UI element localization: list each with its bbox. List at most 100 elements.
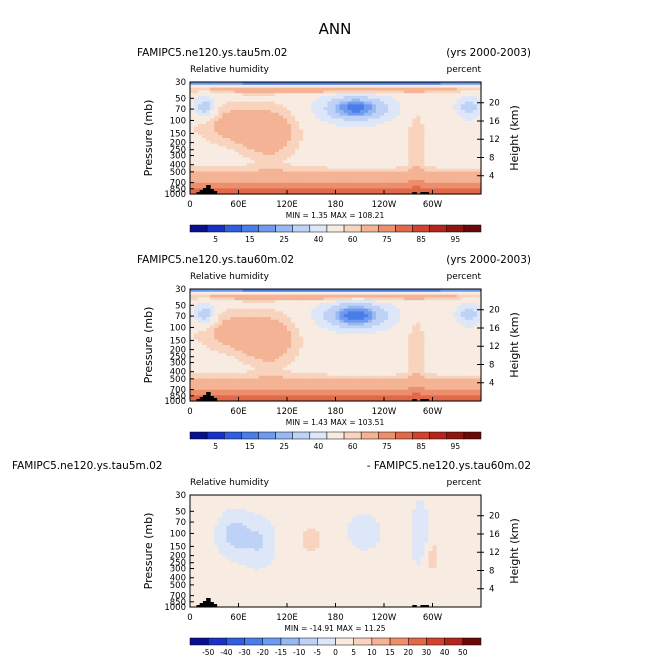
field-cell [468,146,474,150]
field-cell [412,140,417,145]
field-cell [367,90,373,94]
field-cell [266,305,272,310]
field-cell [234,90,240,94]
field-cell [448,149,454,153]
field-cell [416,294,421,298]
field-cell [388,146,393,150]
field-cell [476,135,482,139]
field-cell [315,132,320,136]
field-cell [375,314,381,318]
field-cell [379,291,385,296]
field-cell [347,177,353,181]
field-cell [282,140,288,145]
field-cell [444,168,450,173]
field-cell [270,101,276,105]
field-cell [396,322,401,326]
field-cell [367,294,373,298]
field-cell [218,168,223,173]
field-cell [242,121,248,125]
field-cell [347,331,353,335]
field-cell [242,188,248,192]
pressure-tick-label: 100 [170,116,186,126]
field-cell [343,110,349,114]
field-cell [444,317,450,321]
field-cell [424,171,430,175]
topography-block [206,185,211,194]
field-cell [270,305,276,310]
field-cell [452,174,458,178]
field-cell [359,314,365,318]
field-cell [416,98,421,103]
field-cell [303,303,308,307]
field-cell [238,96,244,100]
field-cell [444,101,450,105]
field-cell [420,98,426,103]
field-cell [428,115,434,119]
field-cell [432,160,438,164]
field-cell [234,163,240,167]
field-cell [440,101,446,105]
field-cell [400,118,405,122]
field-cell [287,104,292,108]
field-cell [234,166,240,170]
field-cell [363,152,369,156]
field-cell [202,101,207,105]
field-cell [266,160,272,164]
field-cell [250,107,256,111]
field-cell [448,121,454,125]
field-cell [351,90,357,94]
field-cell [190,82,195,86]
field-cell [270,107,276,111]
colorbar-label: 40 [314,235,324,244]
field-cell [472,314,478,318]
field-cell [299,177,304,181]
field-cell [468,160,474,164]
field-cell [388,115,393,119]
field-cell [384,319,389,324]
field-cell [375,152,381,156]
field-cell [282,305,288,310]
field-cell [436,182,442,187]
field-cell [315,84,320,89]
field-cell [359,157,365,161]
field-cell [388,308,393,312]
field-cell [202,146,207,150]
field-cell [250,303,256,307]
field-cell [274,328,280,332]
field-cell [210,138,215,142]
field-cell [404,314,409,318]
field-cell [230,185,236,189]
field-cell [206,325,211,329]
field-cell [408,311,413,315]
field-cell [359,90,365,94]
field-cell [250,93,256,97]
field-cell [254,163,260,167]
field-cell [327,168,333,173]
field-cell [363,177,369,181]
field-cell [412,152,417,156]
field-cell [303,124,308,128]
field-cell [412,180,417,184]
field-cell [303,138,308,142]
height-tick-label: 4 [489,172,494,182]
field-cell [440,140,446,145]
field-cell [375,317,381,321]
field-cell [303,82,308,86]
field-cell [347,101,353,105]
field-cell [440,291,446,296]
field-cell [343,121,349,125]
field-cell [331,135,337,139]
field-cell [432,126,438,131]
field-cell [323,308,329,312]
field-cell [206,82,211,86]
field-cell [278,101,284,105]
field-cell [408,112,413,117]
field-cell [295,331,300,335]
field-cell [262,98,268,103]
field-cell [258,104,264,108]
field-cell [194,157,199,161]
field-cell [311,115,316,119]
field-cell [464,152,470,156]
field-cell [351,174,357,178]
field-cell [347,104,353,108]
